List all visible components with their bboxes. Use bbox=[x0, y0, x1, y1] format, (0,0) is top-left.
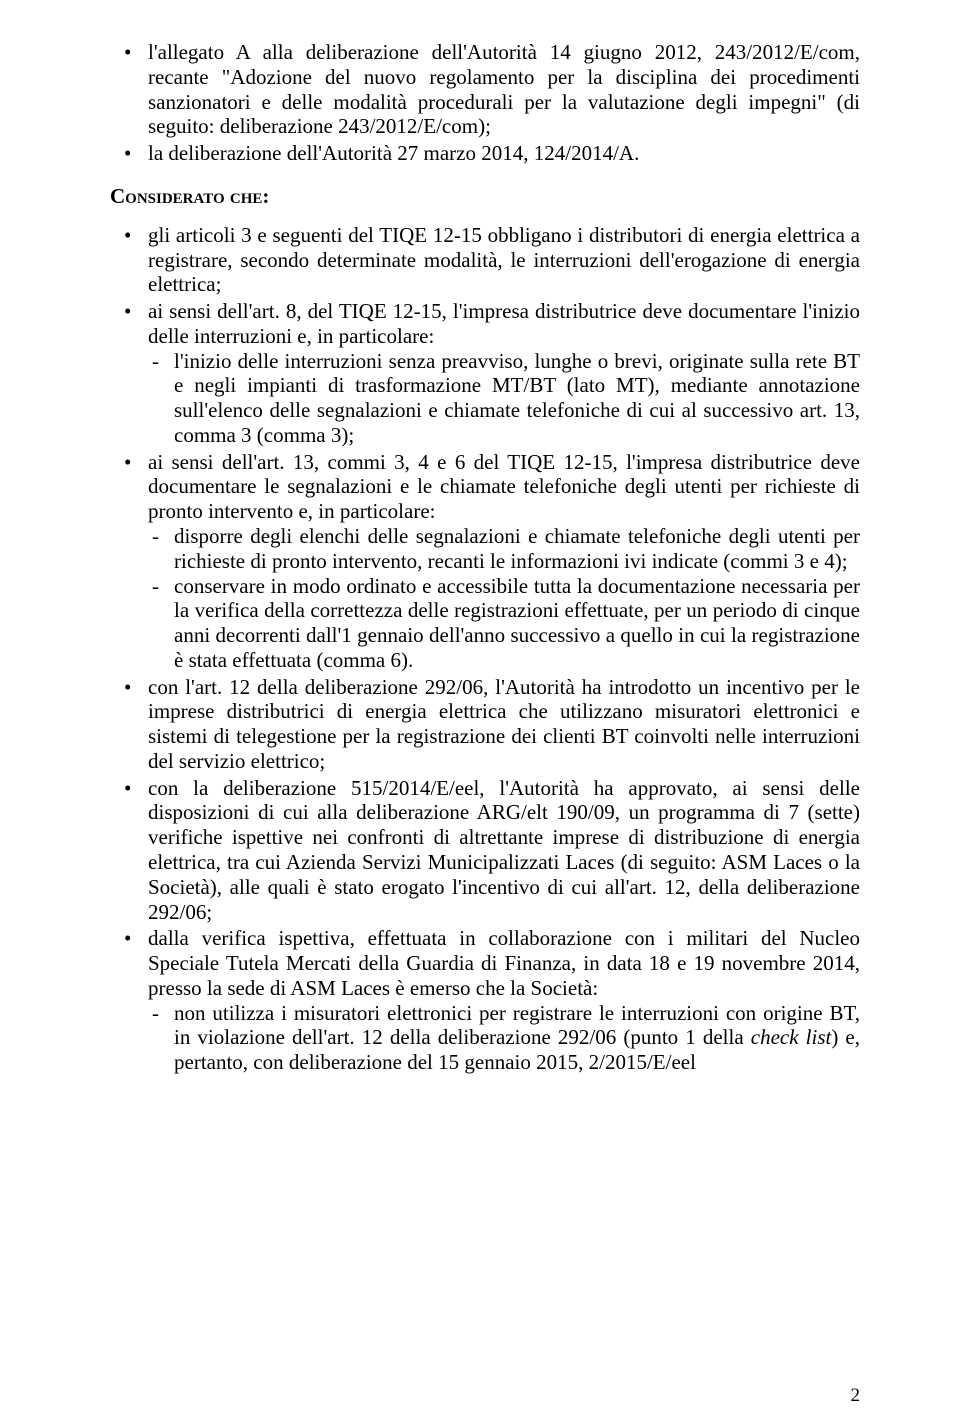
sub-list-item: non utilizza i misuratori elettronici pe… bbox=[148, 1001, 860, 1075]
heading-text: Considerato che: bbox=[110, 184, 269, 208]
section-heading: Considerato che: bbox=[110, 184, 860, 209]
list-item-text: ai sensi dell'art. 8, del TIQE 12-15, l'… bbox=[148, 299, 860, 348]
top-bullet-list: l'allegato A alla deliberazione dell'Aut… bbox=[110, 40, 860, 166]
list-item-text: ai sensi dell'art. 13, commi 3, 4 e 6 de… bbox=[148, 450, 860, 524]
list-item: ai sensi dell'art. 13, commi 3, 4 e 6 de… bbox=[110, 450, 860, 673]
sub-item-italic: check list bbox=[751, 1025, 832, 1049]
list-item: con la deliberazione 515/2014/E/eel, l'A… bbox=[110, 776, 860, 925]
sub-list-item: l'inizio delle interruzioni senza preavv… bbox=[148, 349, 860, 448]
document-page: l'allegato A alla deliberazione dell'Aut… bbox=[0, 0, 960, 1427]
page-number: 2 bbox=[851, 1385, 861, 1407]
list-item: con l'art. 12 della deliberazione 292/06… bbox=[110, 675, 860, 774]
list-item: l'allegato A alla deliberazione dell'Aut… bbox=[110, 40, 860, 139]
sub-list: disporre degli elenchi delle segnalazion… bbox=[148, 524, 860, 673]
list-item: ai sensi dell'art. 8, del TIQE 12-15, l'… bbox=[110, 299, 860, 448]
list-item: la deliberazione dell'Autorità 27 marzo … bbox=[110, 141, 860, 166]
sub-list: l'inizio delle interruzioni senza preavv… bbox=[148, 349, 860, 448]
main-bullet-list: gli articoli 3 e seguenti del TIQE 12-15… bbox=[110, 223, 860, 1075]
list-item-text: dalla verifica ispettiva, effettuata in … bbox=[148, 926, 860, 1000]
list-item: dalla verifica ispettiva, effettuata in … bbox=[110, 926, 860, 1075]
sub-list-item: disporre degli elenchi delle segnalazion… bbox=[148, 524, 860, 574]
sub-list-item: conservare in modo ordinato e accessibil… bbox=[148, 574, 860, 673]
sub-list: non utilizza i misuratori elettronici pe… bbox=[148, 1001, 860, 1075]
list-item: gli articoli 3 e seguenti del TIQE 12-15… bbox=[110, 223, 860, 297]
